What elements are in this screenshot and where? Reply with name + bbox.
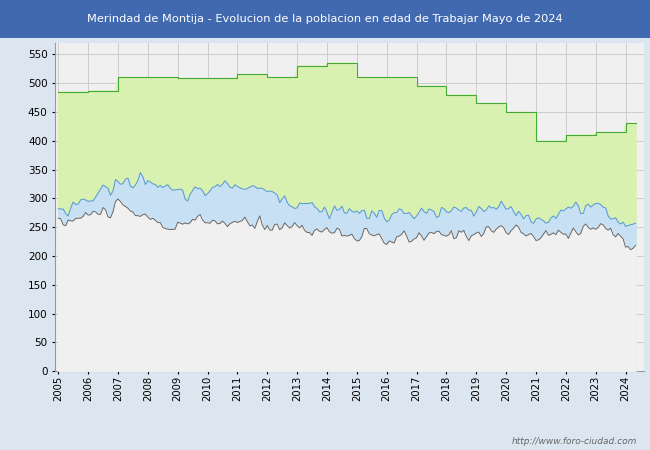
Text: Merindad de Montija - Evolucion de la poblacion en edad de Trabajar Mayo de 2024: Merindad de Montija - Evolucion de la po… (87, 14, 563, 24)
Text: http://www.foro-ciudad.com: http://www.foro-ciudad.com (512, 436, 637, 446)
